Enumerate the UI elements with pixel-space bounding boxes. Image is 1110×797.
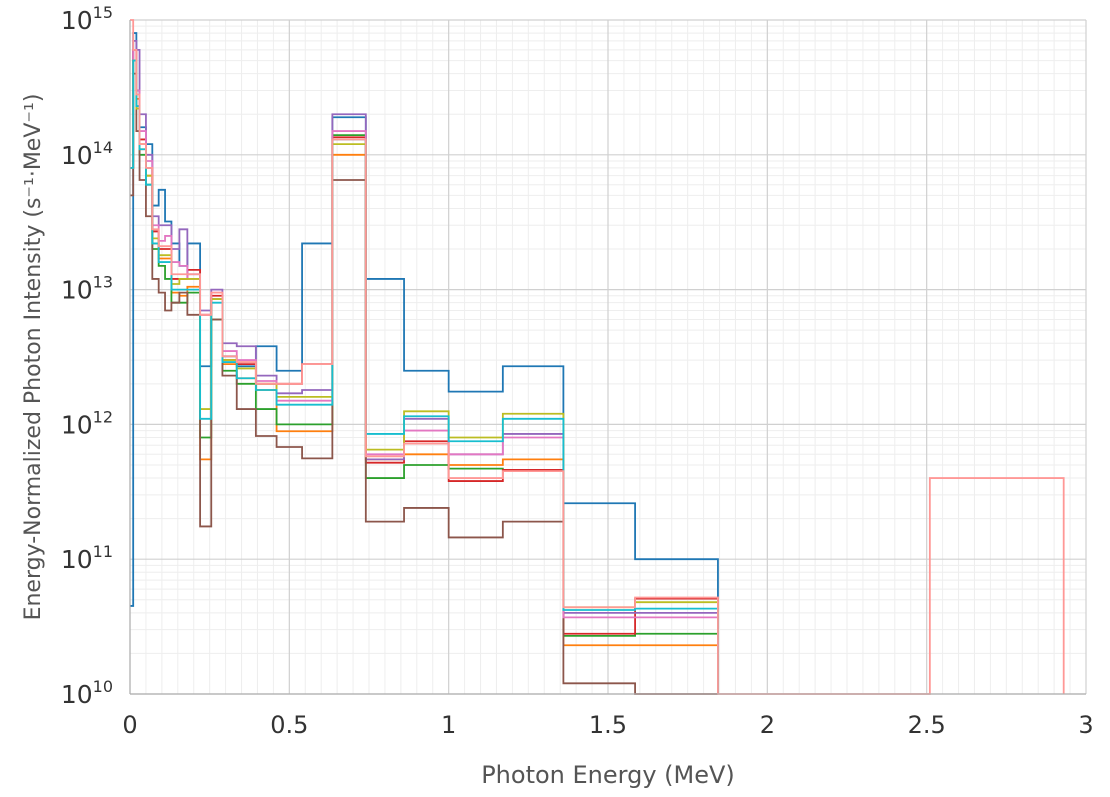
y-axis-title: Energy-Normalized Photon Intensity (s⁻¹·…: [21, 94, 46, 621]
x-tick-label: 3: [1078, 711, 1093, 739]
axes: [129, 20, 1086, 695]
y-tick-label: 1012: [61, 407, 113, 439]
series-line-10: [130, 19, 1065, 695]
x-axis-title: Photon Energy (MeV): [481, 761, 735, 789]
series-line-5: [130, 39, 719, 694]
x-tick-label: 1.5: [589, 711, 627, 739]
series-line-7: [130, 49, 719, 694]
y-tick-label: 1010: [61, 677, 113, 709]
series-line-6: [130, 72, 718, 695]
series-line-8: [130, 59, 719, 694]
x-tick-label: 2: [760, 711, 775, 739]
series-layer: [130, 19, 1065, 695]
x-tick-labels: 0 0.5 1 1.5 2 2.5 3: [122, 711, 1093, 739]
y-tick-label: 1011: [61, 542, 113, 574]
series-line-1: [130, 32, 719, 694]
y-tick-label: 1014: [61, 138, 113, 170]
x-tick-label: 1: [441, 711, 456, 739]
x-tick-label: 2.5: [908, 711, 946, 739]
x-tick-label: 0: [122, 711, 137, 739]
series-line-3: [130, 59, 719, 694]
y-tick-label: 1015: [61, 3, 113, 35]
y-tick-label: 1013: [61, 273, 113, 305]
x-tick-label: 0.5: [270, 711, 308, 739]
y-tick-labels: 1010 1011 1012 1013 1014 1015: [61, 3, 113, 709]
series-line-9: [130, 59, 719, 694]
series-line-2: [130, 49, 719, 694]
series-line-4: [130, 49, 719, 694]
